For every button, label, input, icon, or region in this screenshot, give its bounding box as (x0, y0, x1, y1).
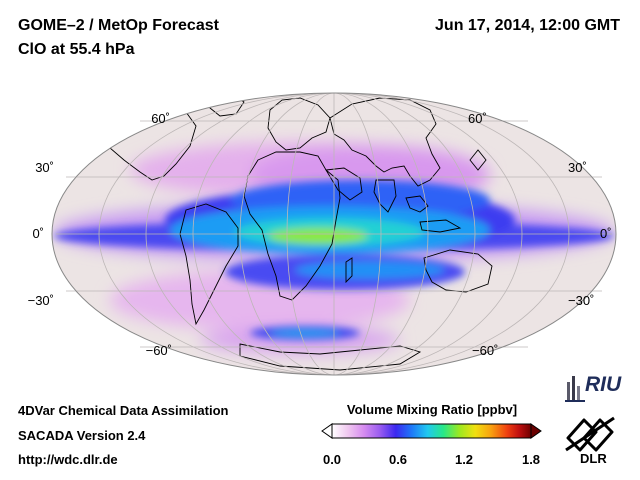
lat-labels-left: 60˚ 30˚ 0˚ −30˚ −60˚ (28, 111, 172, 358)
colorbar-title: Volume Mixing Ratio [ppbv] (346, 402, 518, 417)
dlr-logo-text: DLR (580, 451, 607, 466)
lat-label-left: 0˚ (32, 226, 44, 241)
title-line2: ClO at 55.4 hPa (18, 41, 135, 58)
coastlines (99, 93, 493, 371)
colorbar-tick: 1.8 (521, 452, 541, 467)
lat-label-right: −60˚ (472, 343, 498, 358)
footer-url[interactable]: http://wdc.dlr.de (18, 452, 118, 467)
riu-logo-text: RIU (585, 373, 622, 396)
dlr-logo-icon (565, 416, 615, 452)
colorbar-right-arrow (530, 423, 542, 439)
lat-label-right: 30˚ (568, 160, 587, 175)
lat-labels-right: 60˚ 30˚ 0˚ −30˚ −60˚ (468, 111, 612, 358)
colorbar-gradient (331, 423, 532, 439)
colorbar-tick: 0.6 (388, 452, 408, 467)
lat-label-right: −30˚ (568, 293, 594, 308)
colorbar-left-arrow (321, 423, 333, 439)
lat-label-left: 30˚ (35, 160, 54, 175)
footer-line2: SACADA Version 2.4 (18, 428, 146, 443)
lat-label-left: −60˚ (146, 343, 172, 358)
lat-label-left: 60˚ (151, 111, 170, 126)
colorbar-tick: 1.2 (454, 452, 474, 467)
colorbar-tick: 0.0 (322, 452, 342, 467)
forecast-datetime: Jun 17, 2014, 12:00 GMT (435, 17, 620, 34)
lat-label-right: 60˚ (468, 111, 487, 126)
lat-label-right: 0˚ (600, 226, 612, 241)
colorbar (321, 423, 542, 439)
title-line1: GOME–2 / MetOp Forecast (18, 17, 219, 34)
map-outline (51, 92, 617, 376)
footer-line1: 4DVar Chemical Data Assimilation (18, 403, 229, 418)
riu-logo-icon (565, 376, 585, 402)
lat-label-left: −30˚ (28, 293, 54, 308)
graticule-parallels (56, 120, 612, 348)
